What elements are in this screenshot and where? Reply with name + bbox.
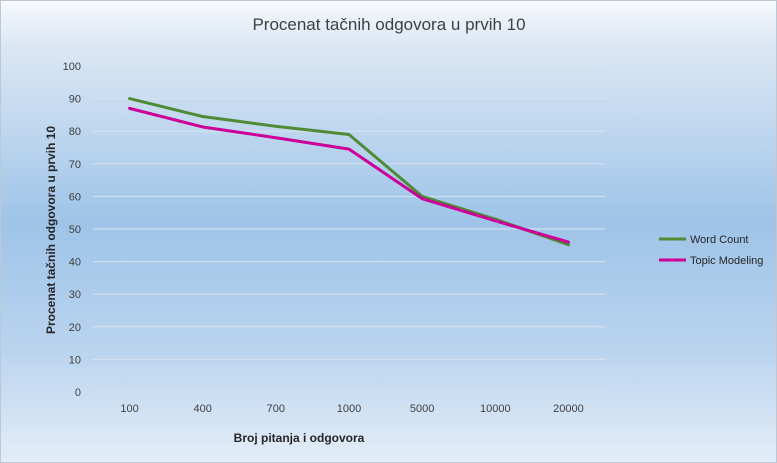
legend-label-topic-modeling: Topic Modeling	[690, 255, 763, 267]
legend-label-word-count: Word Count	[690, 234, 749, 246]
y-tick-label: 10	[69, 354, 81, 366]
x-tick-label: 10000	[480, 403, 511, 415]
series-line-topic-modeling	[128, 106, 570, 244]
y-axis-ticks: 0 10 20 30 40 50 60 70 80 90 100	[63, 61, 81, 399]
y-tick-label: 40	[69, 257, 81, 269]
x-tick-label: 5000	[410, 403, 434, 415]
chart-title: Procenat tačnih odgovora u prvih 10	[252, 15, 525, 34]
x-axis-title: Broj pitanja i odgovora	[234, 431, 365, 445]
y-tick-label: 30	[69, 289, 81, 301]
y-tick-label: 50	[69, 224, 81, 236]
legend: Word Count Topic Modeling	[659, 234, 763, 267]
x-tick-label: 100	[120, 403, 138, 415]
x-tick-label: 700	[267, 403, 285, 415]
gridlines	[93, 65, 605, 393]
x-axis-ticks: 100 400 700 1000 5000 10000 20000	[120, 403, 583, 415]
y-tick-label: 90	[69, 94, 81, 106]
y-tick-label: 60	[69, 191, 81, 203]
y-tick-label: 0	[75, 387, 81, 399]
x-tick-label: 400	[194, 403, 212, 415]
y-tick-label: 100	[63, 61, 81, 73]
y-tick-label: 80	[69, 126, 81, 138]
x-tick-label: 1000	[337, 403, 361, 415]
series-line-word-count	[128, 97, 570, 247]
y-axis-title: Procenat tačnih odgovora u prvih 10	[44, 126, 58, 334]
x-tick-label: 20000	[553, 403, 584, 415]
y-tick-label: 70	[69, 159, 81, 171]
series-lines	[128, 97, 570, 247]
y-tick-label: 20	[69, 322, 81, 334]
